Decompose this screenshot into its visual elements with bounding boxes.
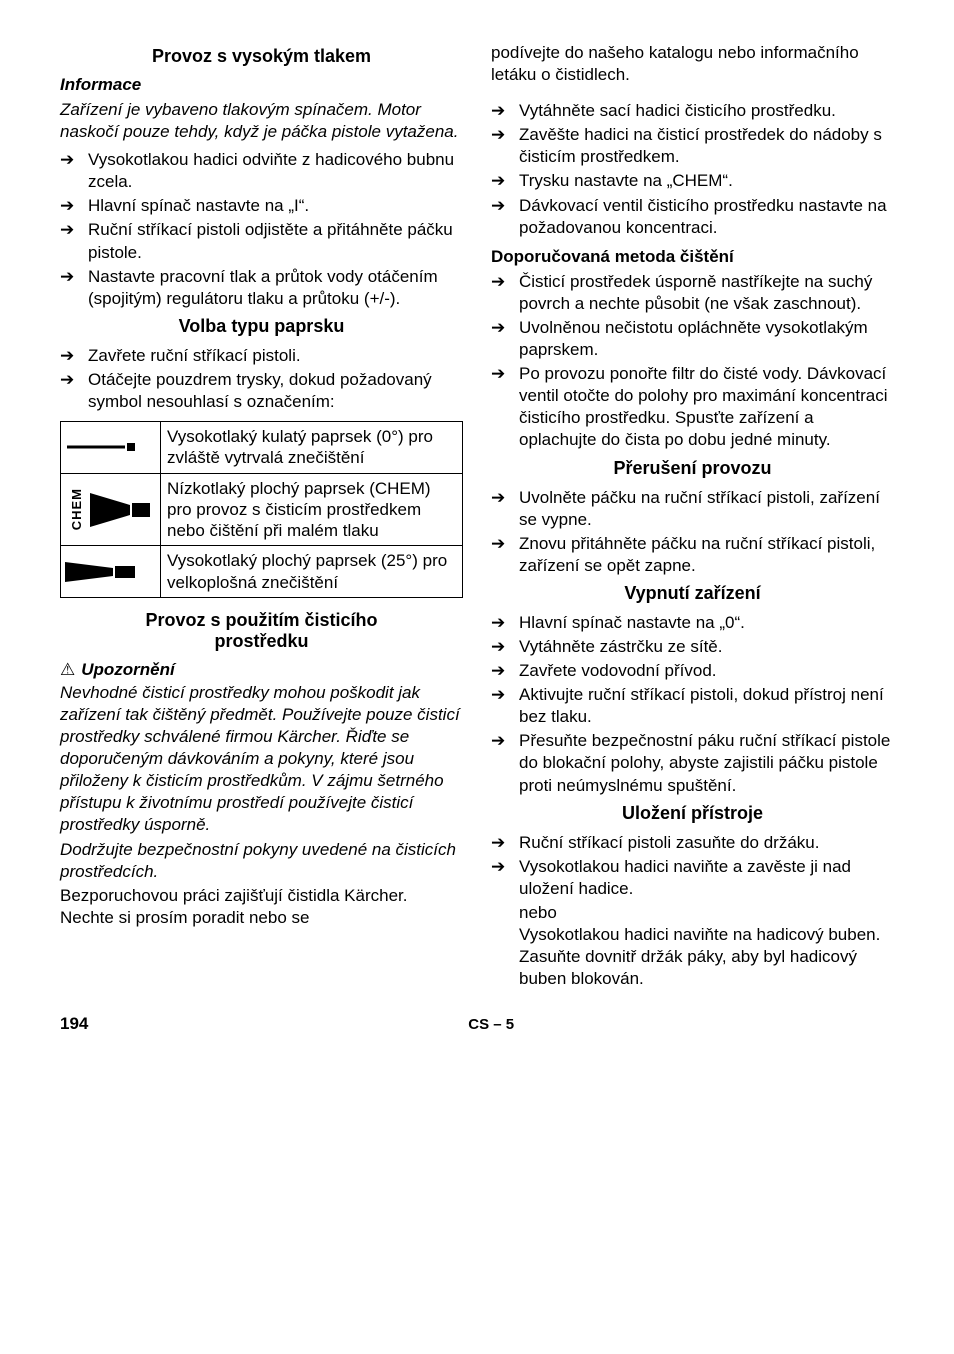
list-detergent: Vytáhněte sací hadici čisticího prostřed…: [491, 100, 894, 239]
list-item: Čisticí prostředek úsporně nastříkejte n…: [491, 271, 894, 315]
list-item: Přesuňte bezpečnostní páku ruční stříkac…: [491, 730, 894, 796]
list-item: Vysokotlakou hadici odviňte z hadicového…: [60, 149, 463, 193]
heading-detergent-b: prostředku: [60, 631, 463, 652]
list-item: Hlavní spínač nastavte na „I“.: [60, 195, 463, 217]
heading-interrupt: Přerušení provozu: [491, 458, 894, 479]
beam-table: Vysokotlaký kulatý paprsek (0°) pro zvlá…: [60, 421, 463, 598]
page-footer: 194 CS – 5: [60, 1014, 894, 1034]
table-row: Vysokotlaký plochý paprsek (25°) pro vel…: [61, 546, 463, 598]
intro-text: Zařízení je vybaveno tlakovým spínačem. …: [60, 99, 463, 143]
list-item: Zavěšte hadici na čisticí prostředek do …: [491, 124, 894, 168]
list-interrupt: Uvolněte páčku na ruční stříkací pistoli…: [491, 487, 894, 577]
list-item: Vysokotlakou hadici naviňte a zavěste ji…: [491, 856, 894, 900]
list-item: Zavřete vodovodní přívod.: [491, 660, 894, 682]
chem-label: CHEM: [69, 488, 85, 530]
subheading-method: Doporučovaná metoda čištění: [491, 247, 894, 267]
warning-body-1: Nevhodné čisticí prostředky mohou poškod…: [60, 682, 463, 837]
list-item: Po provozu ponořte filtr do čisté vody. …: [491, 363, 894, 451]
list-beam: Zavřete ruční stříkací pistoli. Otáčejte…: [60, 345, 463, 413]
heading-beam-type: Volba typu paprsku: [60, 316, 463, 337]
warning-label: Upozornění: [81, 660, 175, 679]
chem-beam-icon: CHEM: [61, 473, 161, 546]
table-cell: Vysokotlaký kulatý paprsek (0°) pro zvlá…: [161, 422, 463, 474]
list-item: Aktivujte ruční stříkací pistoli, dokud …: [491, 684, 894, 728]
warning-body-2: Dodržujte bezpečnostní pokyny uvedené na…: [60, 839, 463, 883]
warning-heading: ⚠ Upozornění: [60, 660, 463, 680]
storage-tail: Vysokotlakou hadici naviňte na hadicový …: [491, 924, 894, 990]
table-row: Vysokotlaký kulatý paprsek (0°) pro zvlá…: [61, 422, 463, 474]
narrow-beam-icon: [61, 422, 161, 474]
heading-shutdown: Vypnutí zařízení: [491, 583, 894, 604]
table-cell: Vysokotlaký plochý paprsek (25°) pro vel…: [161, 546, 463, 598]
tail-text: Bezporuchovou práci zajišťují čistidla K…: [60, 885, 463, 929]
table-row: CHEM Nízkotlaký plochý paprsek (CHEM) pr…: [61, 473, 463, 546]
list-item: Vytáhněte zástrčku ze sítě.: [491, 636, 894, 658]
list-item: Otáčejte pouzdrem trysky, dokud požadova…: [60, 369, 463, 413]
heading-high-pressure: Provoz s vysokým tlakem: [60, 46, 463, 67]
page-code: CS – 5: [468, 1016, 514, 1033]
list-item: Trysku nastavte na „CHEM“.: [491, 170, 894, 192]
table-cell: Nízkotlaký plochý paprsek (CHEM) pro pro…: [161, 473, 463, 546]
list-item: Dávkovací ventil čisticího prostředku na…: [491, 195, 894, 239]
heading-storage: Uložení přístroje: [491, 803, 894, 824]
list-item: Ruční stříkací pistoli odjistěte a přitá…: [60, 219, 463, 263]
list-method: Čisticí prostředek úsporně nastříkejte n…: [491, 271, 894, 452]
nebo-text: nebo: [491, 902, 894, 924]
list-item: Uvolněte páčku na ruční stříkací pistoli…: [491, 487, 894, 531]
list-item: Nastavte pracovní tlak a průtok vody otá…: [60, 266, 463, 310]
warning-icon: ⚠: [60, 660, 75, 679]
list-shutdown: Hlavní spínač nastavte na „0“. Vytáhněte…: [491, 612, 894, 797]
list-item: Ruční stříkací pistoli zasuňte do držáku…: [491, 832, 894, 854]
list-item: Zavřete ruční stříkací pistoli.: [60, 345, 463, 367]
page-number: 194: [60, 1014, 88, 1034]
list-item: Uvolněnou nečistotu opláchněte vysokotla…: [491, 317, 894, 361]
heading-detergent-a: Provoz s použitím čisticího: [60, 610, 463, 631]
list-item: Znovu přitáhněte páčku na ruční stříkací…: [491, 533, 894, 577]
wide-beam-icon: [61, 546, 161, 598]
lead-text: podívejte do našeho katalogu nebo inform…: [491, 42, 894, 86]
list-item: Hlavní spínač nastavte na „0“.: [491, 612, 894, 634]
subheading-information: Informace: [60, 75, 463, 95]
list-item: Vytáhněte sací hadici čisticího prostřed…: [491, 100, 894, 122]
list-storage: Ruční stříkací pistoli zasuňte do držáku…: [491, 832, 894, 900]
list-operation-1: Vysokotlakou hadici odviňte z hadicového…: [60, 149, 463, 310]
